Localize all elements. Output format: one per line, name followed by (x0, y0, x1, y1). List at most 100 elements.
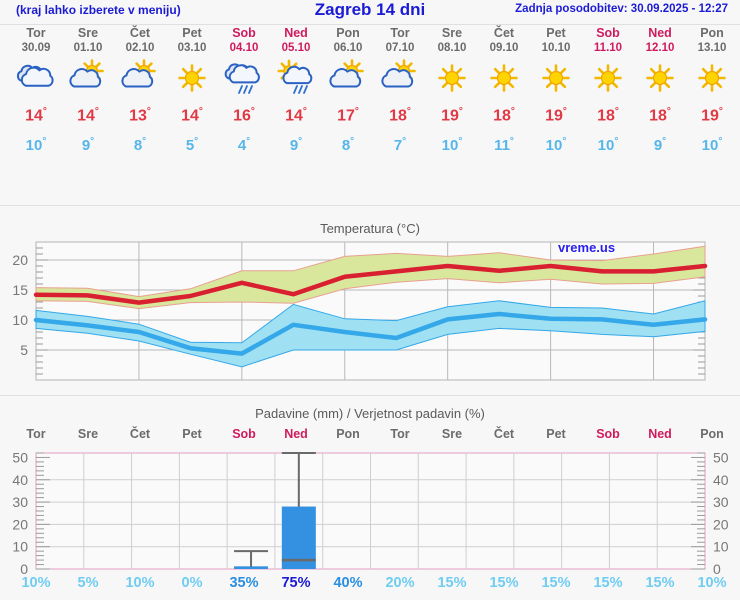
precipitation-probability: 15% (593, 575, 623, 591)
precipitation-y-tick-label: 20 (12, 516, 28, 532)
precipitation-day-label: Pet (546, 427, 566, 441)
temperature-min: 11° (478, 129, 530, 159)
temperature-max-value: 16 (233, 107, 251, 125)
temperature-y-tick-label: 10 (12, 312, 28, 328)
day-column[interactable]: Čet 09.10 18° 11° (478, 26, 530, 159)
temperature-y-tick-label: 20 (12, 252, 28, 268)
precipitation-day-label: Ned (284, 427, 308, 441)
precipitation-chart-title: Padavine (mm) / Verjetnost padavin (%) (0, 406, 740, 421)
temperature-max-value: 14 (25, 107, 43, 125)
day-column[interactable]: Ned 05.10 14° 9° (270, 26, 322, 159)
precipitation-probability: 0% (181, 575, 203, 591)
precipitation-probability: 35% (229, 575, 259, 591)
day-column[interactable]: Tor 07.10 18° 7° (374, 26, 426, 159)
day-name: Tor (390, 26, 410, 40)
temperature-max-value: 13 (129, 107, 147, 125)
temperature-max: 19° (426, 99, 478, 129)
temperature-max: 14° (62, 99, 114, 129)
divider-charts (0, 395, 740, 396)
precipitation-y-tick-label: 30 (713, 494, 729, 510)
day-column[interactable]: Sre 08.10 19° 10° (426, 26, 478, 159)
day-name: Sre (441, 26, 463, 40)
temperature-max-value: 18 (597, 107, 615, 125)
temperature-min-value: 5 (185, 137, 195, 155)
day-column[interactable]: Sob 04.10 16° 4° (218, 26, 270, 159)
divider-forecast (0, 205, 740, 206)
degree-symbol: ° (458, 136, 463, 148)
day-name: Ned (648, 26, 672, 40)
temperature-max: 17° (322, 99, 374, 129)
last-updated: Zadnja posodobitev: 30.09.2025 - 12:27 (515, 3, 728, 15)
daily-forecast-strip: Tor 30.09 14° 10° Sre 01.10 14° 9° Čet 02.10 13° 8°… (0, 26, 740, 166)
precipitation-chart-title-text: Padavine (mm) / Verjetnost padavin (%) (255, 406, 485, 421)
temperature-min-value: 10 (597, 137, 615, 155)
sunny-icon (686, 59, 738, 99)
sunny-icon (166, 59, 218, 99)
day-name: Pet (546, 26, 566, 40)
temperature-max-value: 18 (649, 107, 667, 125)
temperature-max: 18° (582, 99, 634, 129)
precipitation-probability: 75% (281, 575, 311, 591)
partly-sunny-icon (374, 59, 426, 99)
day-date: 04.10 (229, 42, 259, 54)
day-date: 07.10 (385, 42, 415, 54)
partly-sunny-icon (62, 59, 114, 99)
sunny-icon (530, 59, 582, 99)
day-date: 09.10 (489, 42, 519, 54)
degree-symbol: ° (42, 106, 47, 117)
day-date: 12.10 (645, 42, 675, 54)
day-column[interactable]: Pon 13.10 19° 10° (686, 26, 738, 159)
precipitation-y-tick-label: 40 (12, 472, 28, 488)
temperature-chart: 5 10 15 20 vreme.us (12, 240, 708, 381)
page-title: Zagreb 14 dni (314, 0, 426, 19)
degree-symbol: ° (146, 106, 151, 117)
header-bar: (kraj lahko izberete v meniju) Zagreb 14… (0, 0, 740, 22)
precipitation-day-label: Pon (700, 427, 724, 441)
day-name: Sob (232, 26, 256, 40)
temperature-max-value: 14 (77, 107, 95, 125)
temperature-max: 14° (166, 99, 218, 129)
precipitation-y-tick-label: 50 (713, 449, 729, 465)
temperature-min-value: 10 (441, 137, 459, 155)
temperature-min-value: 8 (341, 137, 351, 155)
temperature-max-value: 18 (389, 107, 407, 125)
day-name: Pon (336, 26, 360, 40)
day-date: 05.10 (281, 42, 311, 54)
temperature-min-value: 9 (81, 137, 91, 155)
degree-symbol: ° (510, 106, 515, 117)
temperature-max-value: 19 (701, 107, 719, 125)
menu-note: (kraj lahko izberete v meniju) (16, 3, 181, 17)
degree-symbol: ° (354, 106, 359, 117)
day-date: 30.09 (21, 42, 51, 54)
precipitation-day-labels: Tor Sre Čet Pet Sob Ned Pon Tor Sre Čet Pet Sob Ned P… (0, 427, 740, 445)
temperature-min: 9° (62, 129, 114, 159)
temperature-max: 14° (10, 99, 62, 129)
day-column[interactable]: Pet 03.10 14° 5° (166, 26, 218, 159)
temperature-min-value: 10 (25, 137, 43, 155)
day-column[interactable]: Sre 01.10 14° 9° (62, 26, 114, 159)
precipitation-day-label: Tor (26, 427, 46, 441)
precipitation-probability: 15% (645, 575, 675, 591)
precipitation-y-tick-label: 20 (713, 516, 729, 532)
day-date: 11.10 (593, 42, 623, 54)
temperature-min: 7° (374, 129, 426, 159)
day-name: Sre (77, 26, 99, 40)
temperature-min: 9° (634, 129, 686, 159)
temperature-max-value: 18 (493, 107, 511, 125)
day-column[interactable]: Tor 30.09 14° 10° (10, 26, 62, 159)
precipitation-day-label: Ned (648, 427, 672, 441)
precipitation-y-tick-label: 10 (12, 539, 28, 555)
precipitation-y-tick-label: 30 (12, 494, 28, 510)
day-column[interactable]: Ned 12.10 18° 9° (634, 26, 686, 159)
degree-symbol: ° (350, 136, 355, 148)
day-column[interactable]: Čet 02.10 13° 8° (114, 26, 166, 159)
precipitation-y-tick-label: 40 (713, 472, 729, 488)
temperature-max: 19° (686, 99, 738, 129)
day-column[interactable]: Sob 11.10 18° 10° (582, 26, 634, 159)
degree-symbol: ° (562, 106, 567, 117)
precipitation-day-label: Sob (232, 427, 256, 441)
day-column[interactable]: Pet 10.10 19° 10° (530, 26, 582, 159)
degree-symbol: ° (718, 136, 723, 148)
day-column[interactable]: Pon 06.10 17° 8° (322, 26, 374, 159)
